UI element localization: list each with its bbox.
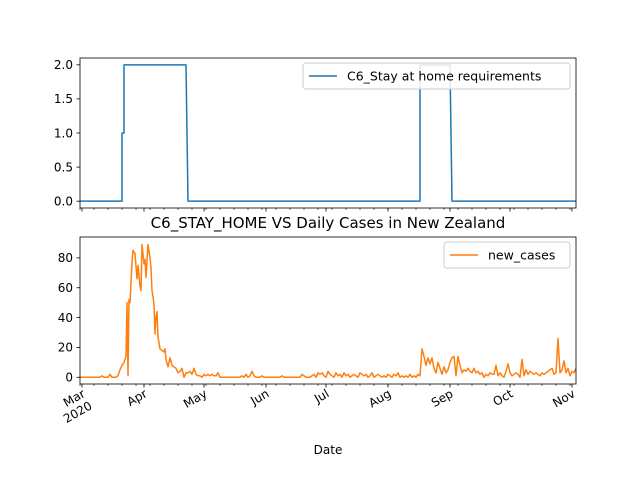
y-tick-label: 1.0 xyxy=(54,126,73,140)
top-legend: C6_Stay at home requirements xyxy=(302,62,571,90)
top-legend-label: C6_Stay at home requirements xyxy=(347,69,541,84)
x-axis-label: Date xyxy=(314,443,343,457)
y-tick-label: 40 xyxy=(58,311,73,325)
y-tick-label: 20 xyxy=(58,341,73,355)
top-legend-box xyxy=(302,62,571,90)
y-tick-label: 0.5 xyxy=(54,160,73,174)
series-line-new-cases xyxy=(80,243,577,379)
y-tick-label: 80 xyxy=(58,251,73,265)
y-tick-label: 0.0 xyxy=(54,194,73,208)
bottom-y-ticks: 0 20 40 60 80 xyxy=(58,251,80,385)
bottom-legend-label: new_cases xyxy=(488,248,555,263)
x-tick-label-line: Jul xyxy=(311,386,331,406)
y-tick-label: 60 xyxy=(58,281,73,295)
y-tick-label: 1.5 xyxy=(54,92,73,106)
x-tick-label: Jul xyxy=(311,386,331,406)
top-subplot: 0.0 0.5 1.0 1.5 2.0 C6_Stay at home requirem… xyxy=(54,57,577,212)
top-y-ticks: 0.0 0.5 1.0 1.5 2.0 xyxy=(54,58,80,208)
bottom-legend-box xyxy=(443,241,571,269)
bottom-legend: new_cases xyxy=(443,241,571,269)
bottom-plot-frame xyxy=(79,236,577,385)
y-tick-label: 2.0 xyxy=(54,58,73,72)
y-tick-label: 0 xyxy=(65,371,73,385)
top-plot-frame xyxy=(79,57,577,209)
chart-title: C6_STAY_HOME VS Daily Cases in New Zeala… xyxy=(151,214,506,233)
